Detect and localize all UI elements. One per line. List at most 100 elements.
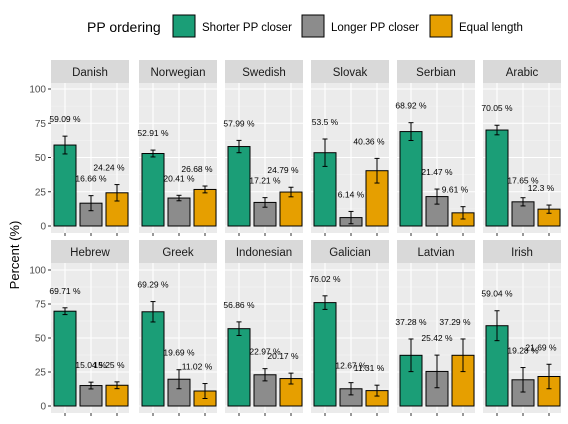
y-tick-label: 25 (35, 368, 47, 379)
facet-label: Irish (511, 247, 533, 259)
data-label: 15.25 % (93, 360, 125, 370)
bar (141, 153, 165, 227)
legend-key (429, 14, 453, 38)
data-label: 25.42 % (421, 333, 453, 343)
legend-key (301, 14, 325, 38)
facet-label: Arabic (506, 67, 539, 79)
y-tick-label: 75 (35, 300, 47, 311)
bar (313, 302, 337, 407)
legend-label: Longer PP closer (331, 22, 419, 34)
data-label: 21.47 % (421, 167, 453, 177)
facet-strip (225, 60, 303, 83)
y-tick-label: 100 (29, 266, 46, 277)
bar (167, 197, 191, 227)
facet-panel: Galician 76.02 % 12.67 %11.31 % (309, 240, 389, 416)
data-label: 40.36 % (353, 136, 385, 146)
data-label: 15.04 % (75, 360, 107, 370)
facet-strip (397, 240, 475, 263)
facet-panel: Serbian 68.92 % 21.47 % 9.61 % (395, 60, 475, 236)
facet-label: Hebrew (70, 247, 110, 259)
data-label: 59.09 % (49, 114, 81, 124)
legend-title: PP ordering (87, 19, 161, 35)
facet-panel: Latvian 37.28 % 25.42 % 37.29 % (395, 240, 475, 416)
legend-label: Shorter PP closer (202, 22, 292, 34)
data-label: 11.02 % (182, 362, 213, 372)
data-label: 68.92 % (395, 101, 427, 111)
legend: PP ordering Shorter PP closer Longer PP cl… (87, 14, 523, 38)
data-label: 20.17 % (267, 351, 299, 361)
facet-panel: Hebrew 69.71 % 15.04 %15.25 % 0 25 50 75 100 (29, 240, 129, 416)
facet-strip (311, 240, 389, 263)
facet-label: Slovak (333, 67, 368, 79)
facet-strip (397, 60, 475, 83)
y-tick-label: 25 (35, 187, 47, 198)
facet-strip (51, 240, 129, 263)
y-tick-label: 100 (29, 85, 46, 96)
data-label: 11.31 % (354, 363, 385, 373)
data-label: 12.3 % (528, 183, 555, 193)
legend-key (172, 14, 196, 38)
bar (485, 129, 509, 227)
data-label: 52.91 % (137, 128, 169, 138)
facet-panel: Greek 69.29 % 19.69 % 11.02 % (137, 240, 217, 416)
data-label: 37.28 % (395, 317, 427, 327)
data-label: 20.41 % (163, 173, 195, 183)
data-label: 19.69 % (163, 348, 195, 358)
legend-label: Equal length (459, 22, 523, 34)
y-tick-label: 0 (40, 222, 46, 233)
bar (193, 188, 217, 227)
facet-strip (139, 60, 217, 83)
data-label: 24.79 % (267, 165, 299, 175)
facet-strip (139, 240, 217, 263)
data-label: 76.02 % (309, 274, 341, 284)
data-label: 17.65 % (507, 176, 539, 186)
data-label: 19.28 % (507, 346, 539, 356)
facet-panel: Slovak 53.5 % 6.14 % 40.36 % (311, 60, 389, 236)
facet-strip (483, 240, 561, 263)
y-tick-label: 50 (35, 153, 47, 164)
bar (53, 310, 77, 407)
facet-label: Greek (162, 247, 194, 259)
facet-label: Norwegian (151, 67, 206, 79)
data-label: 6.14 % (338, 189, 365, 199)
facet-strip (51, 60, 129, 83)
facet-strip (311, 60, 389, 83)
data-label: 37.29 % (439, 317, 471, 327)
facet-panel: Indonesian 56.86 % 22.97 %20.17 % (223, 240, 303, 416)
bar (227, 328, 251, 407)
facet-panels: Danish 59.09 % 16.66 %24.24 % 0 25 50 75 100 Nor… (29, 60, 561, 416)
data-label: 56.86 % (223, 300, 255, 310)
facet-panel: Arabic 70.05 % 17.65 %12.3 % (481, 60, 561, 236)
facet-panel: Irish 59.04 % 19.28 %21.69 % (481, 240, 561, 416)
data-label: 24.24 % (93, 163, 125, 173)
data-label: 22.97 % (249, 347, 281, 357)
data-label: 17.21 % (249, 176, 281, 186)
facet-label: Latvian (417, 247, 454, 259)
facet-label: Danish (72, 67, 108, 79)
bar (141, 311, 165, 407)
data-label: 59.04 % (481, 289, 513, 299)
bar (399, 131, 423, 227)
facet-label: Swedish (242, 67, 285, 79)
y-tick-label: 50 (35, 334, 47, 345)
facet-panel: Danish 59.09 % 16.66 %24.24 % 0 25 50 75 100 (29, 60, 129, 236)
data-label: 16.66 % (75, 174, 107, 184)
facet-panel: Norwegian 52.91 % 20.41 %26.68 % (137, 60, 217, 236)
facet-label: Indonesian (236, 247, 292, 259)
data-label: 57.99 % (223, 118, 255, 128)
facet-strip (483, 60, 561, 83)
bar (53, 144, 77, 227)
data-label: 70.05 % (481, 103, 513, 113)
y-tick-label: 75 (35, 119, 47, 130)
bar (227, 146, 251, 227)
facet-panel: Swedish 57.99 % 17.21 %24.79 % (223, 60, 303, 236)
y-axis-label: Percent (%) (7, 221, 22, 290)
data-label: 9.61 % (442, 185, 469, 195)
facet-strip (225, 240, 303, 263)
data-label: 26.68 % (181, 164, 213, 174)
facet-label: Serbian (416, 67, 456, 79)
data-label: 21.69 % (525, 342, 557, 352)
y-tick-label: 0 (40, 402, 46, 413)
data-label: 69.29 % (137, 280, 169, 290)
